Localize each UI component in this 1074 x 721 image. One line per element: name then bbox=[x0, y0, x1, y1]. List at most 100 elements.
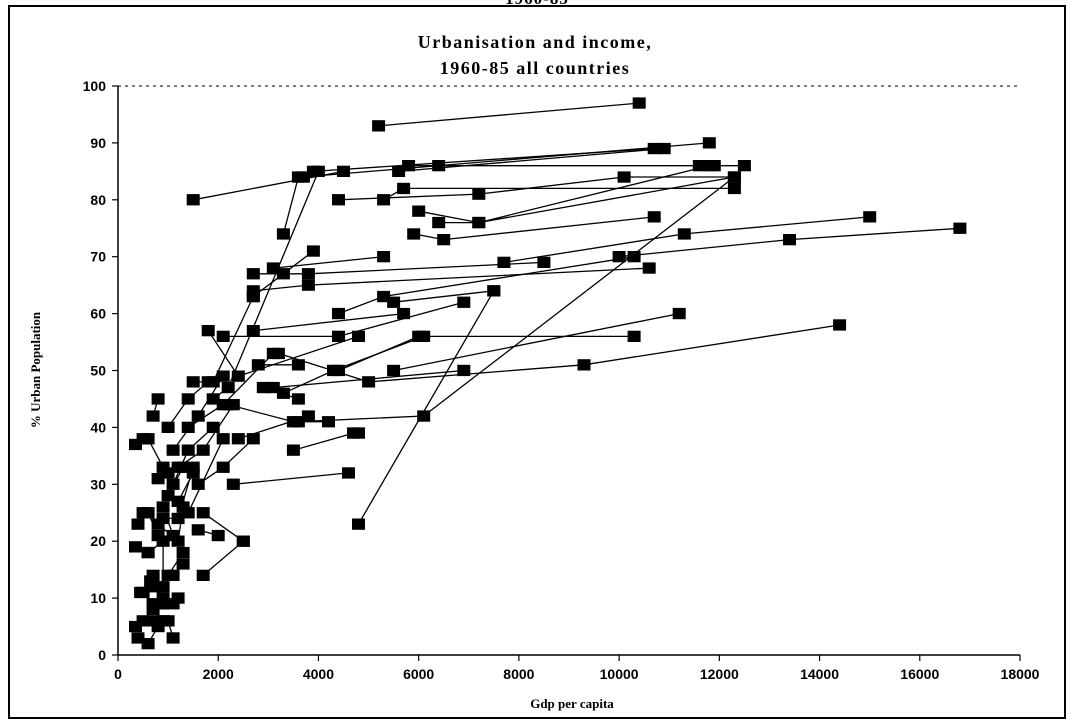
series-line bbox=[282, 176, 300, 235]
data-point bbox=[727, 182, 741, 195]
data-point bbox=[171, 495, 185, 508]
plot-area: 0 10 20 30 40 50 60 70 80 90 100 0 2000 4000 6000 8000 1… bbox=[83, 78, 1040, 682]
series-line bbox=[303, 142, 710, 178]
x-tick-label: 16000 bbox=[900, 666, 939, 682]
data-point bbox=[612, 251, 626, 263]
x-tick-label: 14000 bbox=[800, 666, 839, 682]
data-point bbox=[266, 347, 280, 360]
series-line bbox=[202, 512, 244, 542]
data-point bbox=[392, 165, 406, 178]
data-point bbox=[146, 581, 160, 593]
data-point bbox=[166, 478, 180, 490]
x-tick-label: 0 bbox=[114, 666, 122, 682]
data-point bbox=[129, 438, 142, 451]
x-tick-label: 4000 bbox=[303, 666, 334, 682]
data-point bbox=[266, 381, 280, 394]
data-point bbox=[301, 279, 315, 291]
data-point bbox=[196, 569, 210, 582]
data-point bbox=[266, 262, 280, 274]
data-point bbox=[342, 467, 355, 479]
y-tick-label: 20 bbox=[90, 533, 106, 549]
data-point bbox=[226, 399, 240, 411]
data-point bbox=[166, 632, 180, 644]
data-point bbox=[151, 518, 165, 530]
data-point bbox=[472, 216, 486, 229]
data-point bbox=[216, 399, 230, 411]
data-point bbox=[216, 330, 230, 343]
data-point bbox=[176, 546, 190, 559]
data-point bbox=[457, 364, 471, 377]
data-point bbox=[362, 376, 376, 388]
data-point bbox=[397, 182, 411, 195]
data-point bbox=[156, 615, 170, 627]
x-axis-title: Gdp per capita bbox=[530, 696, 614, 711]
series-line bbox=[253, 312, 404, 332]
data-point bbox=[166, 569, 180, 582]
data-point bbox=[642, 262, 656, 274]
y-tick-label: 80 bbox=[90, 192, 106, 208]
data-point bbox=[246, 433, 260, 445]
data-point bbox=[166, 529, 180, 542]
data-point bbox=[161, 421, 175, 434]
data-point bbox=[402, 160, 416, 172]
x-tick-label: 6000 bbox=[403, 666, 434, 682]
data-point bbox=[256, 381, 270, 394]
data-point bbox=[251, 359, 265, 371]
series-line bbox=[338, 176, 735, 201]
data-point bbox=[692, 160, 706, 172]
data-point bbox=[181, 507, 195, 519]
data-point bbox=[301, 410, 315, 422]
data-point bbox=[201, 325, 215, 337]
data-point bbox=[246, 268, 260, 280]
data-point bbox=[176, 558, 190, 570]
data-point bbox=[186, 194, 200, 206]
data-point bbox=[246, 325, 260, 337]
data-point bbox=[417, 330, 431, 343]
data-point bbox=[352, 330, 365, 343]
data-point bbox=[412, 205, 426, 217]
data-point bbox=[206, 393, 220, 405]
data-point bbox=[129, 620, 142, 633]
data-point bbox=[131, 518, 145, 530]
data-point bbox=[186, 467, 200, 479]
data-point bbox=[156, 598, 170, 610]
series-line bbox=[393, 312, 680, 372]
y-tick-label: 40 bbox=[90, 419, 106, 435]
data-point bbox=[332, 194, 345, 206]
data-point bbox=[186, 461, 200, 473]
x-tick-label: 2000 bbox=[203, 666, 234, 682]
data-point bbox=[352, 427, 365, 439]
data-point bbox=[181, 444, 195, 456]
data-point bbox=[647, 211, 661, 223]
data-point bbox=[657, 142, 671, 155]
data-point bbox=[146, 598, 160, 610]
y-tick-label: 90 bbox=[90, 135, 106, 151]
series-line bbox=[187, 438, 224, 514]
data-point bbox=[311, 165, 325, 178]
y-tick-label: 70 bbox=[90, 249, 106, 265]
series-line bbox=[313, 147, 655, 173]
data-point bbox=[161, 490, 175, 502]
data-point bbox=[236, 535, 250, 547]
y-tick-label: 0 bbox=[98, 647, 106, 663]
data-point bbox=[141, 638, 155, 650]
chart-title: Urbanisation and income, bbox=[418, 32, 653, 52]
data-point bbox=[306, 245, 320, 257]
data-point bbox=[171, 592, 185, 604]
data-point bbox=[617, 171, 631, 183]
data-point bbox=[647, 142, 661, 155]
data-point bbox=[487, 285, 501, 297]
data-point bbox=[332, 307, 345, 320]
data-point bbox=[497, 256, 511, 269]
x-tick-label: 8000 bbox=[503, 666, 534, 682]
y-axis-title: % Urban Population bbox=[28, 311, 43, 428]
data-point bbox=[291, 359, 305, 371]
data-point bbox=[276, 228, 290, 240]
data-point bbox=[216, 370, 230, 382]
data-point bbox=[953, 222, 967, 234]
series-line bbox=[503, 216, 870, 264]
y-tick-label: 10 bbox=[90, 590, 106, 606]
data-point bbox=[627, 330, 641, 343]
data-point bbox=[216, 461, 230, 473]
